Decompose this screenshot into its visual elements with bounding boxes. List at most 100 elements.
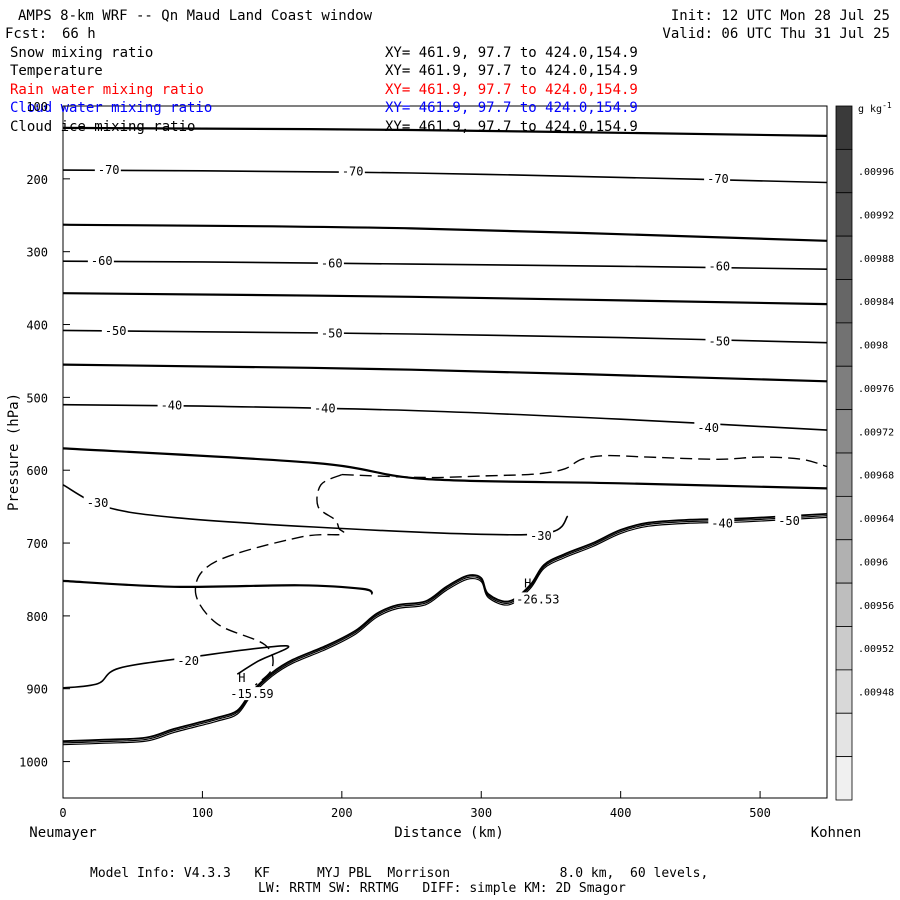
y-tick-label: 800 [26,610,48,624]
colorbar-swatch [835,192,853,237]
colorbar-label: .0096 [858,557,888,568]
contour-label-halo [775,514,802,528]
contour-label: -50 [778,514,800,528]
colorbar-swatches [835,105,853,801]
y-tick-label: 300 [26,246,48,260]
isotherm-line [62,329,828,344]
chart-title: AMPS 8-km WRF -- Qn Maud Land Coast wind… [18,8,373,24]
forecast-label: Fcst: [5,26,47,42]
field-name-snow: Snow mixing ratio [10,45,153,61]
contour-label-halo [527,528,554,542]
colorbar-unit-base: g kg [858,104,882,115]
contour-label: -70 [98,163,120,177]
contour-label-halo [174,654,201,668]
thick-contour-line [62,223,828,242]
contour-label: -40 [711,516,733,530]
terrain-line [62,513,828,743]
colorbar-swatch [835,626,853,671]
y-tick-label: 1000 [19,756,48,770]
contour-label: -60 [708,259,730,273]
y-axis-title: Pressure (hPa) [6,393,22,511]
contour-label-halo [317,256,344,270]
colorbar-label: .00948 [858,688,894,699]
colorbar-swatch [835,582,853,627]
colorbar-label: .00964 [858,514,894,525]
field-name-temperature: Temperature [10,63,103,79]
high-marker: H [524,576,531,590]
contour-label: -70 [707,172,729,186]
isotherm-line [62,169,828,184]
x-axis-title: Distance (km) [394,825,504,841]
plot-frame [62,105,828,799]
colorbar-swatch [835,669,853,714]
colorbar-swatch [835,365,853,411]
field-xy-rain: XY= 461.9, 97.7 to 424.0,154.9 [385,82,638,98]
contour-label-halo [317,326,344,340]
plot-background [63,106,827,798]
terrain-line [62,515,828,744]
high-value-halo [514,592,559,606]
init-time: Init: 12 UTC Mon 28 Jul 25 [671,8,890,24]
contour-label-halo [83,495,110,509]
colorbar-label: .00988 [858,254,894,265]
high-marker: H [238,671,245,685]
contour-label: -50 [321,326,343,340]
plot-area: -70 -70 -70 -60 -60 -60 -50 -50 -50 -40 -40 -40 -40 -… [62,105,828,799]
contour-label: -20 [177,654,199,668]
forecast-hour: 66 h [62,26,96,42]
y-tick-label: 500 [26,391,48,405]
physics-info-line: LW: RRTM SW: RRTMG DIFF: simple KM: 2D S… [258,881,626,896]
high-markers: H -15.59 H -26.53 [228,576,559,701]
x-right-endpoint: Kohnen [811,825,862,841]
contour-label: -40 [697,421,719,435]
terrain-surface [62,513,828,746]
contour-label-halo [338,164,365,178]
x-tick-label: 200 [331,806,353,820]
contour-label: -30 [87,496,109,510]
thick-contour-line [62,292,828,306]
colorbar-swatch [835,148,853,194]
thick-contour-line [62,126,828,137]
dashed-contour-line [341,454,828,479]
contour-label: -40 [161,398,183,412]
colorbar-swatch [835,539,853,584]
colorbar-swatch [835,712,853,758]
contour-label-halo [87,254,114,268]
thick-contour-line [62,447,828,490]
colorbar-label: .00972 [858,427,894,438]
y-tick-label: 200 [26,173,48,187]
thick-contours [62,126,828,595]
contour-label: -60 [321,256,343,270]
dashed-contours [194,454,828,686]
high-value: -15.59 [230,687,273,701]
isotherm-line [62,260,828,270]
field-xy-temperature: XY= 461.9, 97.7 to 424.0,154.9 [385,63,638,79]
y-tick-label: 400 [26,319,48,333]
contour-label-halo [157,398,184,412]
field-name-cloud-water: Cloud water mixing ratio [10,100,212,116]
high-value-halo [228,687,273,701]
colorbar-label: .00968 [858,471,894,482]
thick-contour-line [62,579,374,595]
x-tick-label: 400 [610,806,632,820]
colorbar-unit-exponent: -1 [882,101,892,110]
field-xy-cloud-water: XY= 461.9, 97.7 to 424.0,154.9 [385,100,638,116]
colorbar-swatch [835,495,853,541]
colorbar-label: .00992 [858,210,894,221]
y-axis: 100 200 300 400 500 600 700 800 900 1000 [19,100,70,770]
colorbar-swatch [835,105,853,150]
field-name-cloud-ice: Cloud ice mixing ratio [10,119,195,135]
dashed-contour-line [194,473,345,686]
contour-label: -40 [314,401,336,415]
field-name-rain: Rain water mixing ratio [10,82,204,98]
contour-label: -30 [530,529,552,543]
model-info-line: Model Info: V4.3.3 KF MYJ PBL Morrison 8… [90,866,708,881]
y-tick-label: 900 [26,683,48,697]
colorbar-swatch [835,452,853,497]
x-tick-label: 100 [192,806,214,820]
x-tick-label: 300 [470,806,492,820]
colorbar-labels: .00996 .00992 .00988 .00984 .0098 .00976 .0097… [858,167,894,699]
colorbar-swatch [835,409,853,454]
contour-label-halo [94,163,121,177]
